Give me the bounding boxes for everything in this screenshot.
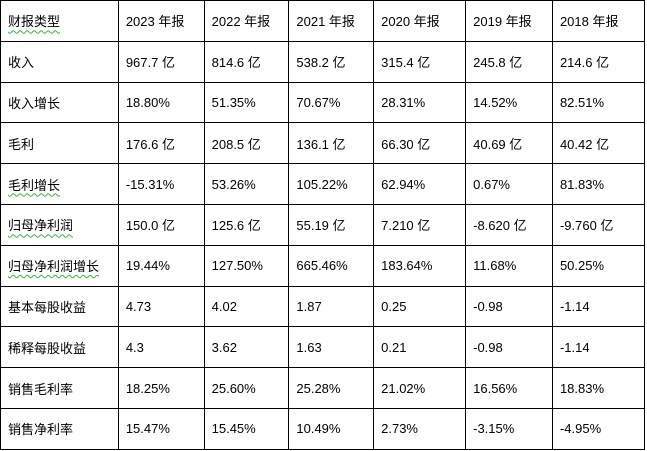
table-cell: 28.31% <box>373 81 467 124</box>
table-header-row: 财报类型 2023 年报 2022 年报 2021 年报 2020 年报 201… <box>0 0 646 42</box>
table-cell: 665.46% <box>288 244 375 287</box>
header-cell-2018: 2018 年报 <box>551 0 646 42</box>
table-cell: 2.73% <box>373 407 467 450</box>
table-cell: -9.760 亿 <box>551 203 646 246</box>
table-cell: 14.52% <box>465 81 553 124</box>
table-cell: 70.67% <box>288 81 375 124</box>
table-cell: 40.69 亿 <box>465 122 553 165</box>
table-cell: -15.31% <box>117 163 205 205</box>
table-cell: 16.56% <box>465 367 553 409</box>
row-label: 归母净利润 <box>0 203 119 246</box>
table-row-net-profit-growth: 归母净利润增长 19.44% 127.50% 665.46% 183.64% 1… <box>0 244 646 287</box>
table-cell: 125.6 亿 <box>203 203 290 246</box>
table-row-diluted-eps: 稀释每股收益 4.3 3.62 1.63 0.21 -0.98 -1.14 <box>0 326 646 369</box>
row-label: 收入增长 <box>0 81 119 124</box>
header-cell-report-type: 财报类型 <box>0 0 119 42</box>
table-cell: 176.6 亿 <box>117 122 205 165</box>
row-label: 毛利 <box>0 122 119 165</box>
row-label: 毛利增长 <box>0 163 119 205</box>
table-cell: 62.94% <box>373 163 467 205</box>
table-cell: 814.6 亿 <box>203 40 290 83</box>
table-cell: 150.0 亿 <box>117 203 205 246</box>
row-label-text: 归母净利润增长 <box>8 259 100 275</box>
table-cell: 66.30 亿 <box>373 122 467 165</box>
table-cell: 15.45% <box>203 407 290 450</box>
header-label-report-type: 财报类型 <box>8 14 61 30</box>
table-cell: 81.83% <box>551 163 646 205</box>
row-label: 归母净利润增长 <box>0 244 119 287</box>
table-cell: 50.25% <box>551 244 646 287</box>
header-cell-2023: 2023 年报 <box>117 0 205 42</box>
table-cell: 19.44% <box>117 244 205 287</box>
row-label-text: 归母净利润 <box>8 218 74 234</box>
table-cell: 136.1 亿 <box>288 122 375 165</box>
table-cell: 18.25% <box>117 367 205 409</box>
table-cell: 3.62 <box>203 326 290 369</box>
table-cell: 183.64% <box>373 244 467 287</box>
table-cell: -0.98 <box>465 326 553 369</box>
table-cell: 0.67% <box>465 163 553 205</box>
row-label: 稀释每股收益 <box>0 326 119 369</box>
header-cell-2020: 2020 年报 <box>373 0 467 42</box>
table-cell: 15.47% <box>117 407 205 450</box>
table-cell: -8.620 亿 <box>465 203 553 246</box>
table-row-basic-eps: 基本每股收益 4.73 4.02 1.87 0.25 -0.98 -1.14 <box>0 285 646 328</box>
table-cell: 25.60% <box>203 367 290 409</box>
table-cell: 4.73 <box>117 285 205 328</box>
table-cell: 127.50% <box>203 244 290 287</box>
table-cell: 21.02% <box>373 367 467 409</box>
table-cell: 0.21 <box>373 326 467 369</box>
row-label: 销售毛利率 <box>0 367 119 409</box>
table-row-gross-profit: 毛利 176.6 亿 208.5 亿 136.1 亿 66.30 亿 40.69… <box>0 122 646 165</box>
table-cell: 18.80% <box>117 81 205 124</box>
table-cell: 82.51% <box>551 81 646 124</box>
table-cell: 18.83% <box>551 367 646 409</box>
table-cell: 105.22% <box>288 163 375 205</box>
table-row-net-profit: 归母净利润 150.0 亿 125.6 亿 55.19 亿 7.210 亿 -8… <box>0 203 646 246</box>
table-cell: -1.14 <box>551 326 646 369</box>
table-cell: 245.8 亿 <box>465 40 553 83</box>
table-cell: 1.87 <box>288 285 375 328</box>
table-cell: 315.4 亿 <box>373 40 467 83</box>
table-cell: -0.98 <box>465 285 553 328</box>
table-cell: 538.2 亿 <box>288 40 375 83</box>
table-cell: 4.3 <box>117 326 205 369</box>
table-cell: -4.95% <box>551 407 646 450</box>
table-row-gross-profit-growth: 毛利增长 -15.31% 53.26% 105.22% 62.94% 0.67%… <box>0 163 646 205</box>
table-cell: 7.210 亿 <box>373 203 467 246</box>
header-cell-2021: 2021 年报 <box>288 0 375 42</box>
header-cell-2019: 2019 年报 <box>465 0 553 42</box>
table-cell: 40.42 亿 <box>551 122 646 165</box>
table-row-revenue-growth: 收入增长 18.80% 51.35% 70.67% 28.31% 14.52% … <box>0 81 646 124</box>
table-row-gross-margin: 销售毛利率 18.25% 25.60% 25.28% 21.02% 16.56%… <box>0 367 646 409</box>
table-cell: 1.63 <box>288 326 375 369</box>
table-cell: 53.26% <box>203 163 290 205</box>
table-cell: 25.28% <box>288 367 375 409</box>
table-cell: 51.35% <box>203 81 290 124</box>
table-cell: 4.02 <box>203 285 290 328</box>
table-cell: 55.19 亿 <box>288 203 375 246</box>
row-label-text: 毛利增长 <box>8 177 61 193</box>
table-cell: 208.5 亿 <box>203 122 290 165</box>
row-label: 收入 <box>0 40 119 83</box>
table-cell: 10.49% <box>288 407 375 450</box>
table-cell: -1.14 <box>551 285 646 328</box>
row-label: 销售净利率 <box>0 407 119 450</box>
table-row-revenue: 收入 967.7 亿 814.6 亿 538.2 亿 315.4 亿 245.8… <box>0 40 646 83</box>
table-cell: 0.25 <box>373 285 467 328</box>
row-label: 基本每股收益 <box>0 285 119 328</box>
header-cell-2022: 2022 年报 <box>203 0 290 42</box>
table-row-net-margin: 销售净利率 15.47% 15.45% 10.49% 2.73% -3.15% … <box>0 407 646 450</box>
table-cell: 11.68% <box>465 244 553 287</box>
table-cell: 967.7 亿 <box>117 40 205 83</box>
table-cell: -3.15% <box>465 407 553 450</box>
table-cell: 214.6 亿 <box>551 40 646 83</box>
